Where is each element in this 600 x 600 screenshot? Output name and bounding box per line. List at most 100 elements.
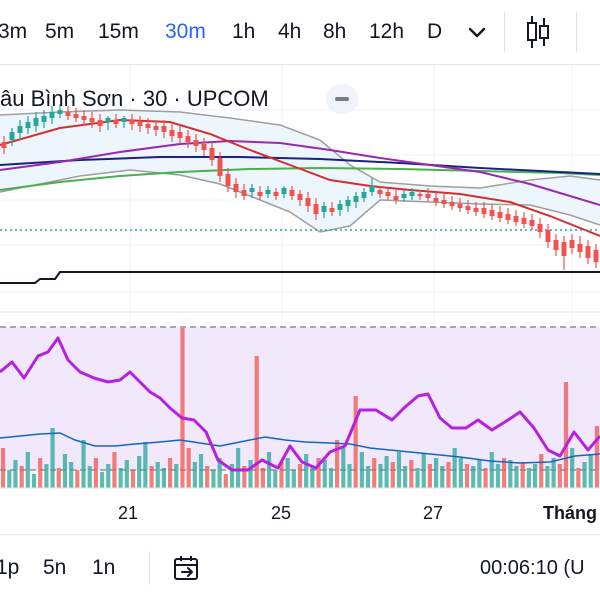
toolbar-divider (0, 64, 600, 65)
ma-navy-line (0, 156, 600, 175)
volume-bar (211, 470, 216, 488)
volume-bar (180, 328, 185, 488)
volume-bar (384, 456, 389, 488)
range-5n[interactable]: 5n (43, 556, 67, 579)
candle-body (249, 188, 255, 192)
toolbar-separator (504, 12, 505, 52)
volume-bar (13, 460, 18, 488)
volume-bar (347, 464, 352, 488)
volume-bar (161, 468, 167, 488)
volume-bar (594, 426, 600, 488)
volume-bar (236, 448, 241, 488)
minus-icon[interactable] (326, 84, 358, 114)
candle-body (57, 110, 63, 114)
volume-bar (409, 460, 414, 488)
volume-bar (291, 470, 296, 488)
candle-body (273, 192, 279, 196)
candle-body (321, 206, 327, 212)
candle-body (145, 124, 151, 128)
candle-body (233, 184, 239, 192)
timeframe-30m[interactable]: 30m (165, 20, 206, 43)
symbol-legend-title: âu Bình Sơn · 30 · UPCOM (0, 86, 269, 111)
volume-bar (458, 458, 463, 488)
bottom-divider (0, 534, 600, 535)
volume-bar (242, 466, 247, 488)
candle-body (449, 202, 455, 206)
candle-body (433, 198, 439, 202)
volume-bar (198, 454, 204, 488)
candle-body (393, 196, 399, 200)
candle-body (569, 240, 575, 248)
candle-body (545, 230, 551, 242)
volume-bar (273, 470, 278, 488)
candle-body (257, 192, 263, 196)
candle-body (377, 190, 383, 194)
timeframe-12h[interactable]: 12h (369, 20, 405, 43)
volume-bar (93, 458, 98, 488)
timeframe-3m[interactable]: 3m (0, 20, 28, 43)
candle-body (313, 204, 319, 214)
volume-bar (19, 466, 24, 488)
volume-bar (310, 466, 315, 488)
volume-bars (1, 328, 600, 488)
volume-bar (471, 466, 476, 488)
volume-bar (106, 464, 111, 488)
chevron-down-icon[interactable] (466, 22, 488, 42)
calendar-goto-icon[interactable] (172, 554, 202, 582)
timeframe-4h[interactable]: 4h (278, 20, 302, 43)
volume-bar (328, 468, 334, 488)
volume-bar (396, 452, 402, 488)
timeframe-15m[interactable]: 15m (98, 20, 139, 43)
candle-body (409, 192, 415, 196)
range-1p[interactable]: 1p (0, 556, 20, 579)
volume-ma-line (0, 432, 600, 464)
price-chart[interactable] (0, 65, 600, 535)
candle-body (25, 122, 31, 128)
candle-body (481, 208, 487, 214)
volume-bar (69, 462, 74, 488)
volume-bar (390, 462, 395, 488)
step-line (0, 271, 600, 284)
volume-bar (137, 456, 142, 488)
bollinger-band-fill (0, 110, 600, 232)
volume-bar (477, 460, 482, 488)
candle-body (225, 174, 231, 186)
volume-bar (520, 462, 525, 488)
volume-bar (174, 464, 179, 488)
timeframe-1h[interactable]: 1h (232, 20, 256, 43)
volume-bar (266, 452, 272, 488)
volume-bar (62, 454, 68, 488)
candle-body (169, 130, 175, 136)
volume-bar (378, 464, 383, 488)
volume-bar (372, 458, 377, 488)
volume-bar (50, 428, 55, 488)
candle-body (553, 240, 559, 250)
candle-body (193, 140, 199, 146)
ma-purple-line (0, 139, 600, 206)
volume-bar (217, 458, 222, 488)
candle-body (265, 190, 271, 194)
candle-body (489, 210, 495, 216)
volume-bar (365, 466, 371, 488)
x-axis-label: 25 (271, 503, 292, 523)
timeframe-5m[interactable]: 5m (45, 20, 75, 43)
volume-bar (502, 458, 507, 488)
volume-bar (433, 458, 439, 488)
range-1n[interactable]: 1n (92, 556, 116, 579)
candle-body (161, 126, 167, 132)
volume-bar (38, 458, 43, 488)
candle-body (305, 198, 311, 206)
volume-bar (489, 452, 494, 488)
volume-bar (570, 448, 575, 488)
candle-body (297, 194, 303, 200)
candle-body (345, 200, 351, 206)
timeframe-8h[interactable]: 8h (323, 20, 347, 43)
candle-body (41, 116, 47, 122)
candle-body (1, 142, 7, 148)
candle-body (81, 116, 87, 120)
timeframe-d[interactable]: D (427, 20, 443, 43)
volume-bar (532, 464, 538, 488)
candle-body (497, 212, 503, 218)
volume-bar (229, 464, 235, 488)
candlestick-icon[interactable] (524, 14, 552, 50)
